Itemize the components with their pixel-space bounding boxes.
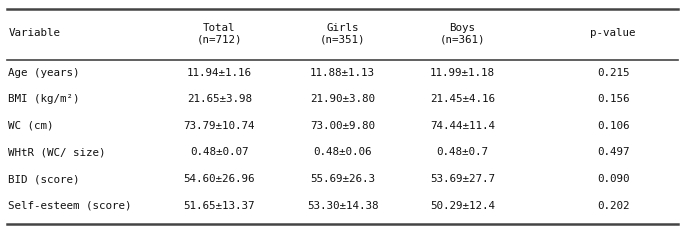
Text: Girls
(n=351): Girls (n=351): [320, 23, 365, 44]
Text: 0.48±0.7: 0.48±0.7: [436, 147, 488, 158]
Text: 21.90±3.80: 21.90±3.80: [310, 94, 375, 104]
Text: 11.88±1.13: 11.88±1.13: [310, 68, 375, 78]
Text: 53.69±27.7: 53.69±27.7: [430, 174, 495, 184]
Text: Age (years): Age (years): [8, 68, 79, 78]
Text: 11.99±1.18: 11.99±1.18: [430, 68, 495, 78]
Text: 73.79±10.74: 73.79±10.74: [184, 121, 255, 131]
Text: p-value: p-value: [590, 28, 636, 39]
Text: BID (score): BID (score): [8, 174, 79, 184]
Text: Self-esteem (score): Self-esteem (score): [8, 201, 132, 211]
Text: WC (cm): WC (cm): [8, 121, 53, 131]
Text: 0.48±0.07: 0.48±0.07: [190, 147, 249, 158]
Text: Boys
(n=361): Boys (n=361): [440, 23, 485, 44]
Text: 0.090: 0.090: [597, 174, 630, 184]
Text: 21.65±3.98: 21.65±3.98: [187, 94, 251, 104]
Text: 50.29±12.4: 50.29±12.4: [430, 201, 495, 211]
Text: BMI (kg/m²): BMI (kg/m²): [8, 94, 79, 104]
Text: Total
(n=712): Total (n=712): [197, 23, 242, 44]
Text: WHtR (WC/ size): WHtR (WC/ size): [8, 147, 105, 158]
Text: 73.00±9.80: 73.00±9.80: [310, 121, 375, 131]
Text: Variable: Variable: [8, 28, 60, 39]
Text: 51.65±13.37: 51.65±13.37: [184, 201, 255, 211]
Text: 0.202: 0.202: [597, 201, 630, 211]
Text: 0.497: 0.497: [597, 147, 630, 158]
Text: 21.45±4.16: 21.45±4.16: [430, 94, 495, 104]
Text: 74.44±11.4: 74.44±11.4: [430, 121, 495, 131]
Text: 54.60±26.96: 54.60±26.96: [184, 174, 255, 184]
Text: 53.30±14.38: 53.30±14.38: [307, 201, 378, 211]
Text: 0.48±0.06: 0.48±0.06: [313, 147, 372, 158]
Text: 55.69±26.3: 55.69±26.3: [310, 174, 375, 184]
Text: 11.94±1.16: 11.94±1.16: [187, 68, 251, 78]
Text: 0.106: 0.106: [597, 121, 630, 131]
Text: 0.156: 0.156: [597, 94, 630, 104]
Text: 0.215: 0.215: [597, 68, 630, 78]
